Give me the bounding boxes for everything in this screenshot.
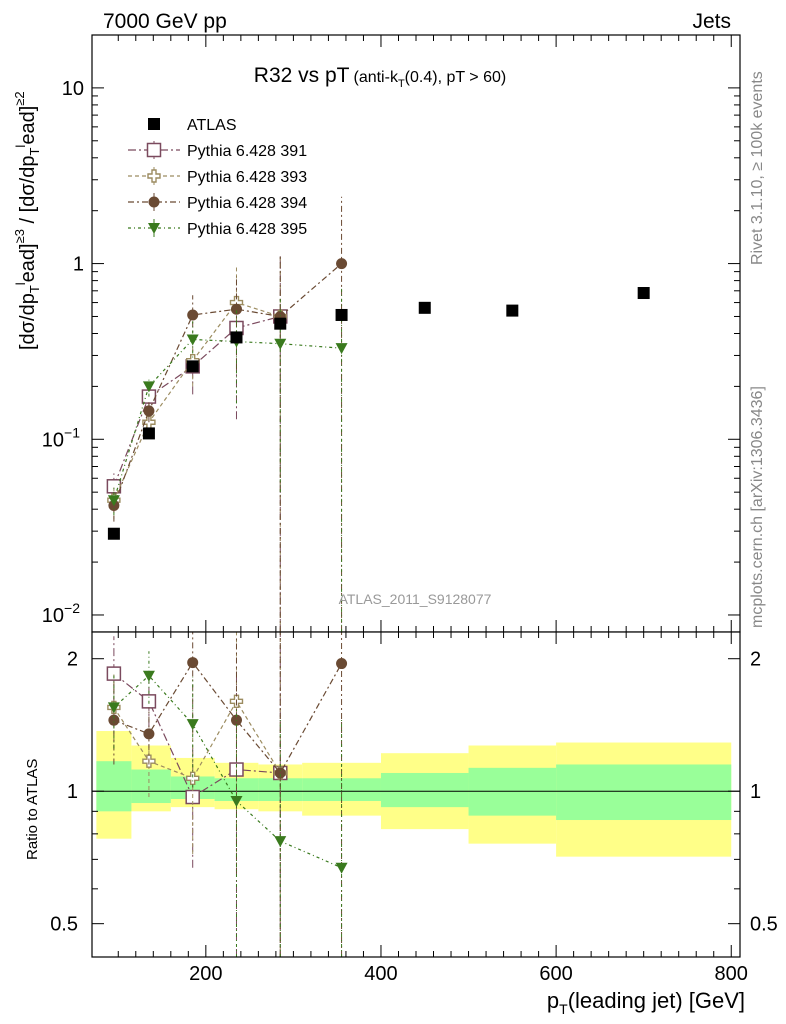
series-line bbox=[113, 338, 342, 501]
series-point bbox=[142, 381, 155, 393]
ratio-point bbox=[106, 666, 122, 681]
legend-marker bbox=[147, 169, 161, 183]
ratio-series-line bbox=[113, 674, 342, 869]
legend-label: Pythia 6.428 395 bbox=[187, 221, 307, 238]
ratio-point bbox=[230, 795, 243, 807]
x-tick-label: 800 bbox=[715, 963, 748, 985]
ratio-series-line bbox=[113, 661, 343, 775]
ratio-point bbox=[107, 702, 120, 714]
legend-label: Pythia 6.428 394 bbox=[187, 195, 307, 212]
ratio-point bbox=[187, 657, 199, 669]
header-jets-label: Jets bbox=[692, 10, 731, 33]
series-point bbox=[187, 309, 199, 321]
series-point bbox=[274, 338, 287, 350]
ratio-point bbox=[335, 862, 348, 874]
atlas-data-point bbox=[142, 427, 155, 440]
series-point bbox=[336, 258, 348, 270]
y-tick-label: 10−1 bbox=[42, 424, 80, 451]
ratio-point bbox=[336, 658, 348, 670]
atlas-data-point bbox=[418, 301, 431, 314]
x-axis-label: pT(leading jet) [GeV] bbox=[547, 988, 745, 1017]
legend-label: Pythia 6.428 393 bbox=[187, 169, 307, 186]
legend-marker bbox=[148, 223, 160, 234]
ratio-band-green bbox=[556, 764, 732, 821]
legend-marker-atlas bbox=[148, 118, 160, 130]
legend-label-atlas: ATLAS bbox=[187, 117, 237, 134]
ratio-y-tick-label-right: 1 bbox=[750, 781, 761, 803]
ratio-y-tick-label-left: 0.5 bbox=[50, 914, 78, 936]
series-point bbox=[143, 405, 155, 417]
legend: ATLAS Pythia 6.428 391 Pythia 6.428 393 Pyt… bbox=[128, 117, 307, 238]
header-energy-label: 7000 GeV pp bbox=[103, 10, 227, 33]
series-group bbox=[107, 287, 348, 632]
series-line bbox=[113, 301, 281, 501]
ratio-point bbox=[274, 767, 286, 779]
series-point bbox=[230, 303, 242, 315]
atlas-data-point bbox=[637, 287, 650, 300]
ratio-series-line bbox=[113, 700, 281, 780]
ratio-y-tick-label-right: 0.5 bbox=[750, 914, 778, 936]
ratio-y-tick-label-left: 2 bbox=[67, 649, 78, 671]
legend-label: Pythia 6.428 391 bbox=[187, 143, 307, 160]
ratio-band-green bbox=[131, 769, 171, 804]
ratio-point bbox=[186, 719, 199, 731]
atlas-data-point bbox=[274, 317, 287, 330]
ratio-point bbox=[108, 714, 120, 726]
ratio-point bbox=[142, 670, 155, 682]
ratio-point bbox=[186, 771, 200, 785]
ratio-band-green bbox=[302, 778, 381, 801]
plot-title: R32 vs pT (anti-kT(0.4), pT > 60) bbox=[254, 64, 506, 90]
atlas-data-point bbox=[335, 308, 348, 321]
ratio-y-tick-label-left: 1 bbox=[67, 781, 78, 803]
atlas-data-point bbox=[186, 360, 199, 373]
ratio-band-green bbox=[96, 761, 132, 812]
ratio-point bbox=[143, 728, 155, 740]
series-point bbox=[335, 343, 348, 355]
atlas-data-point bbox=[107, 527, 120, 540]
ratio-series-group bbox=[107, 651, 348, 957]
ratio-y-tick-label-right: 2 bbox=[750, 649, 761, 671]
atlas-data-point bbox=[230, 331, 243, 344]
x-tick-label: 600 bbox=[539, 963, 572, 985]
ratio-band-green bbox=[380, 772, 469, 808]
main-y-axis-label: [dσ/dpTlead]≥3 / [dσ/dpTlead]≥2 bbox=[12, 91, 42, 350]
series-point bbox=[107, 495, 120, 507]
ratio-plot-panel: 2 2 1 1 0.5 0.5 200 400 600 800 Ratio to ATLAS bbox=[24, 631, 778, 985]
y-tick-label: 1 bbox=[73, 254, 84, 276]
mcplots-label: mcplots.cern.ch [arXiv:1306.3436] bbox=[749, 386, 766, 628]
analysis-watermark: ATLAS_2011_S9128077 bbox=[339, 591, 492, 607]
x-tick-label: 200 bbox=[189, 963, 222, 985]
legend-marker bbox=[148, 196, 160, 208]
y-tick-label: 10 bbox=[62, 78, 84, 100]
x-tick-label: 400 bbox=[364, 963, 397, 985]
ratio-band-green bbox=[468, 767, 557, 816]
rivet-version-label: Rivet 3.1.10, ≥ 100k events bbox=[749, 71, 766, 265]
series-line bbox=[113, 263, 342, 506]
atlas-data-point bbox=[506, 304, 519, 317]
main-plot-frame bbox=[91, 34, 741, 633]
legend-marker bbox=[146, 142, 162, 158]
series-point bbox=[186, 334, 199, 346]
ratio-point bbox=[274, 836, 287, 848]
ratio-y-axis-label: Ratio to ATLAS bbox=[24, 759, 41, 860]
y-tick-label: 10−2 bbox=[42, 600, 80, 627]
main-plot-panel: 10 1 10−1 10−2 R32 vs pT (anti-kT(0.4), pT >… bbox=[42, 34, 741, 633]
